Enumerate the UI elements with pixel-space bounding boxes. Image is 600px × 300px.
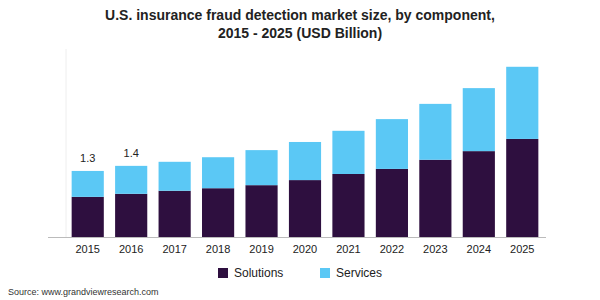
bar-segment [332, 131, 364, 174]
bar-segment [159, 191, 191, 237]
x-axis-line [48, 237, 546, 238]
bar-segment [289, 142, 321, 180]
bar-segment [245, 185, 277, 237]
bar-segment [506, 67, 538, 139]
chart: U.S. insurance fraud detection market si… [0, 0, 600, 300]
bar-segment [332, 174, 364, 237]
bar-segment [115, 194, 147, 237]
x-tick-label: 2016 [119, 243, 143, 255]
legend-swatch [218, 268, 228, 278]
x-tick-label: 2018 [206, 243, 230, 255]
x-tick-label: 2024 [467, 243, 491, 255]
bar-segment [159, 162, 191, 191]
x-tick-label: 2015 [75, 243, 99, 255]
x-tick-label: 2023 [423, 243, 447, 255]
source: Source: www.grandviewresearch.com [8, 287, 159, 297]
title: U.S. insurance fraud detection market si… [105, 7, 495, 23]
bar-segment [463, 88, 495, 151]
bar-segment [289, 180, 321, 237]
bar-segment [506, 139, 538, 237]
bar-segment [72, 171, 104, 197]
bar-segment [419, 160, 451, 237]
subtitle: 2015 - 2025 (USD Billion) [218, 25, 382, 41]
bar-segment [463, 151, 495, 237]
legend-swatch [320, 268, 330, 278]
bar-segment [245, 150, 277, 185]
x-tick-label: 2017 [162, 243, 186, 255]
x-tick-label: 2019 [249, 243, 273, 255]
y-axis-line [66, 49, 67, 237]
x-tick-label: 2022 [380, 243, 404, 255]
bar-segment [376, 119, 408, 169]
legend-label: Services [336, 266, 382, 280]
bars [72, 67, 539, 237]
bar-segment [202, 188, 234, 237]
total-label: 1.3 [80, 152, 95, 164]
x-tick-label: 2025 [510, 243, 534, 255]
bar-segment [115, 166, 147, 194]
x-tick-label: 2020 [293, 243, 317, 255]
total-label: 1.4 [124, 147, 139, 159]
bar-segment [202, 157, 234, 188]
bar-segment [419, 104, 451, 160]
legend-label: Solutions [234, 266, 283, 280]
x-tick-label: 2021 [336, 243, 360, 255]
bar-segment [376, 169, 408, 237]
bar-segment [72, 197, 104, 237]
